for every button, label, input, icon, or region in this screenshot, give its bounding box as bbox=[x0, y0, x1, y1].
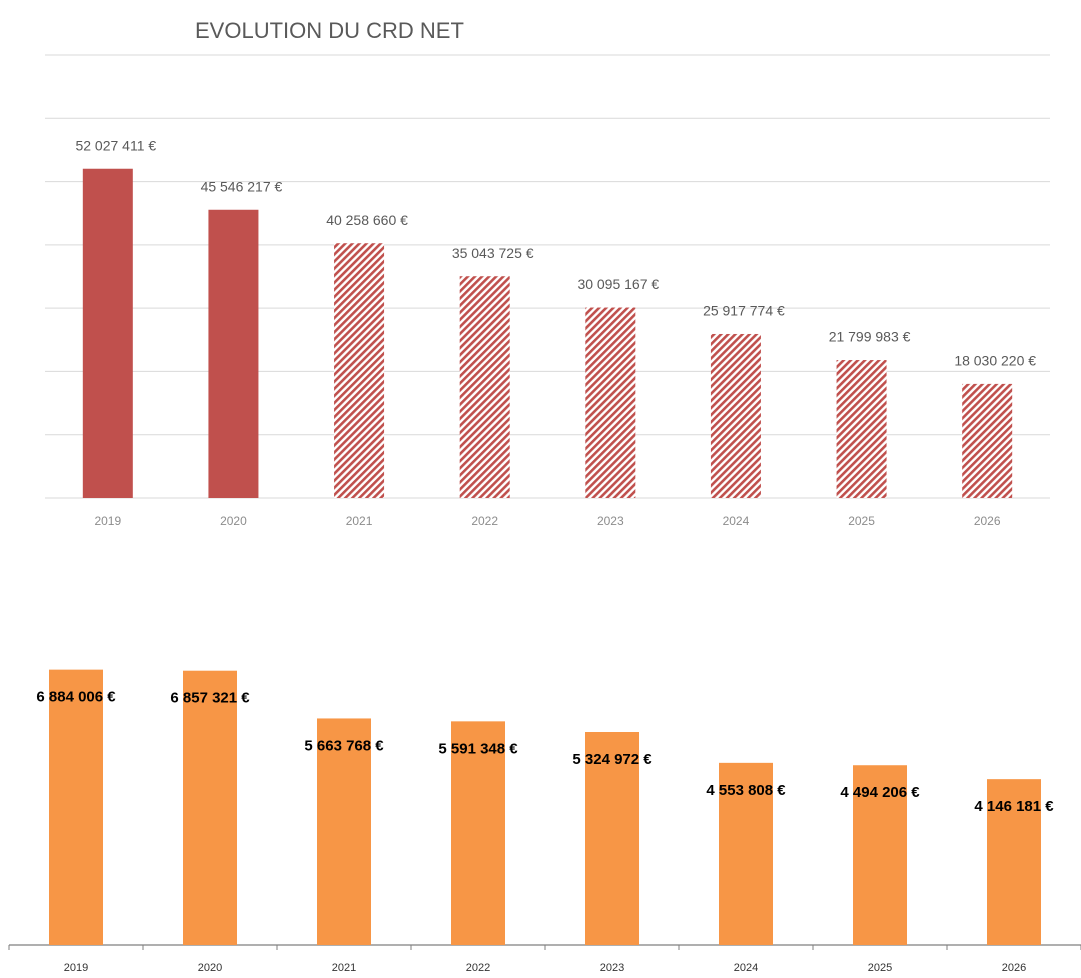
value-label: 6 857 321 € bbox=[170, 690, 250, 707]
value-label: 4 553 808 € bbox=[706, 782, 786, 799]
bar bbox=[987, 779, 1041, 945]
value-label: 40 258 660 € bbox=[326, 212, 408, 228]
value-label: 18 030 220 € bbox=[954, 353, 1036, 369]
bar bbox=[451, 721, 505, 945]
bar bbox=[183, 670, 237, 945]
x-tick-label: 2024 bbox=[734, 962, 758, 974]
value-label: 5 324 972 € bbox=[572, 751, 652, 768]
x-tick-label: 2026 bbox=[1002, 962, 1026, 974]
bar bbox=[317, 718, 371, 945]
value-label: 5 591 348 € bbox=[438, 740, 518, 757]
x-tick-label: 2019 bbox=[64, 962, 88, 974]
x-tick-label: 2023 bbox=[600, 962, 624, 974]
value-label: 4 494 206 € bbox=[840, 784, 920, 801]
x-tick-label: 2021 bbox=[346, 514, 373, 528]
bar bbox=[585, 732, 639, 945]
bar bbox=[836, 360, 887, 498]
x-tick-label: 2026 bbox=[974, 514, 1001, 528]
value-label: 35 043 725 € bbox=[452, 245, 534, 261]
bar bbox=[962, 383, 1013, 498]
x-tick-label: 2020 bbox=[220, 514, 247, 528]
value-label: 21 799 983 € bbox=[829, 329, 911, 345]
value-label: 4 146 181 € bbox=[974, 798, 1054, 815]
value-label: 45 546 217 € bbox=[201, 178, 283, 194]
value-label: 52 027 411 € bbox=[75, 137, 156, 153]
bar bbox=[208, 209, 259, 498]
bar bbox=[82, 168, 133, 498]
value-label: 25 917 774 € bbox=[703, 303, 785, 319]
x-tick-label: 2022 bbox=[471, 514, 498, 528]
bar bbox=[710, 333, 761, 498]
x-tick-label: 2025 bbox=[848, 514, 875, 528]
x-tick-label: 2020 bbox=[198, 962, 222, 974]
value-label: 5 663 768 € bbox=[304, 737, 384, 754]
x-tick-label: 2024 bbox=[723, 514, 750, 528]
x-tick-label: 2022 bbox=[466, 962, 490, 974]
bar bbox=[853, 765, 907, 945]
x-tick-label: 2023 bbox=[597, 514, 624, 528]
bar bbox=[459, 276, 510, 498]
chart-title: EVOLUTION DU CRD NET bbox=[195, 18, 464, 43]
x-tick-label: 2025 bbox=[868, 962, 892, 974]
x-tick-label: 2021 bbox=[332, 962, 356, 974]
x-tick-label: 2019 bbox=[94, 514, 121, 528]
bar bbox=[334, 243, 385, 498]
value-label: 6 884 006 € bbox=[36, 689, 116, 706]
bar bbox=[719, 762, 773, 945]
bar bbox=[585, 307, 636, 498]
bar bbox=[49, 669, 103, 945]
value-label: 30 095 167 € bbox=[577, 276, 659, 292]
